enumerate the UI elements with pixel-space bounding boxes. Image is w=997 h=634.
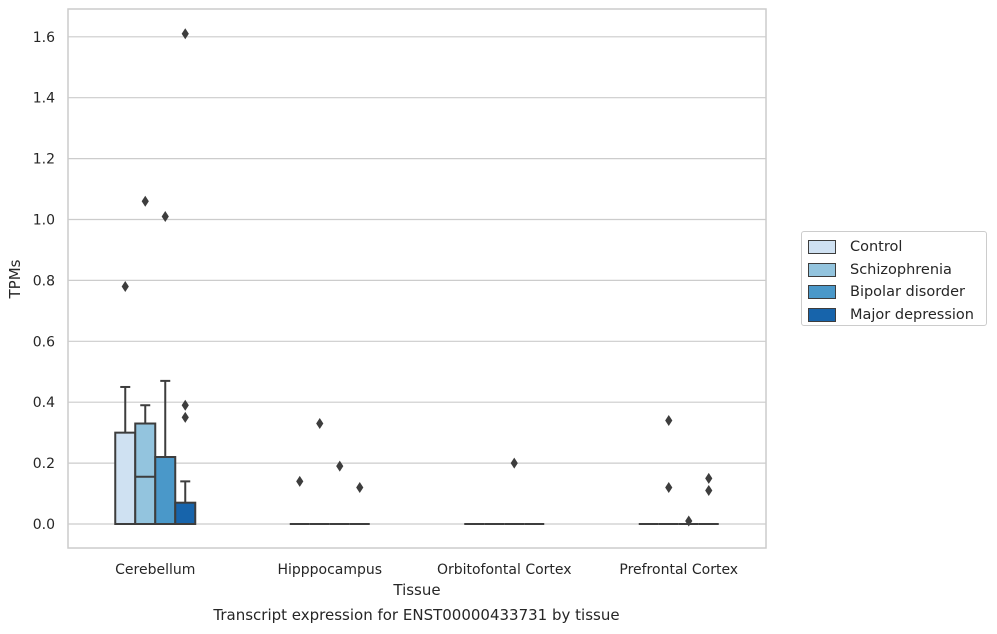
x-tick-label: Hipppocampus: [277, 562, 382, 578]
x-tick-label: Prefrontal Cortex: [619, 562, 738, 578]
outlier-point: [181, 411, 189, 423]
box-body: [154, 456, 177, 526]
box-schizophrenia: [134, 404, 157, 526]
outlier-point: [705, 485, 713, 497]
outlier-point: [141, 195, 149, 207]
plot-frame: [67, 8, 767, 549]
plot-border: [67, 8, 767, 549]
box-plots: [114, 379, 719, 526]
outlier-point: [665, 481, 673, 493]
outlier-point: [296, 475, 304, 487]
legend-swatch-control: [808, 240, 836, 255]
legend-item-schizophrenia: Schizophrenia: [808, 259, 980, 282]
outlier-point: [121, 280, 129, 292]
chart-caption: Transcript expression for ENST0000043373…: [213, 606, 620, 624]
y-axis-label: TPMs: [6, 259, 24, 299]
outlier-point: [161, 210, 169, 222]
x-tick-labels: Cerebellum Hipppocampus Orbitofontal Corte…: [115, 562, 738, 578]
box-body: [134, 422, 157, 526]
y-tick-label: 1.4: [33, 91, 55, 107]
outlier-point: [356, 481, 364, 493]
y-tick-label: 0.6: [33, 334, 55, 350]
legend-item-bipolar: Bipolar disorder: [808, 281, 980, 304]
box-body: [114, 431, 137, 525]
outlier-point: [181, 399, 189, 411]
grid-lines: [68, 36, 766, 525]
y-tick-label: 1.2: [33, 152, 55, 168]
outlier-point: [316, 418, 324, 430]
legend: Control Schizophrenia Bipolar disorder M…: [801, 231, 987, 326]
box-control: [114, 385, 137, 525]
legend-swatch-bipolar: [808, 285, 836, 300]
y-tick-label: 0.4: [33, 395, 55, 411]
outlier-point: [705, 472, 713, 484]
y-tick-labels: 0.0 0.2 0.4 0.6 0.8 1.0 1.2 1.4 1.6: [33, 30, 55, 533]
legend-swatch-depression: [808, 307, 836, 322]
outlier-point: [336, 460, 344, 472]
outlier-point: [510, 457, 518, 469]
box-major-depression: [174, 480, 197, 525]
x-tick-label: Cerebellum: [115, 562, 195, 578]
y-tick-label: 1.6: [33, 30, 55, 46]
y-tick-label: 0.8: [33, 273, 55, 289]
y-tick-label: 0.0: [33, 517, 55, 533]
x-tick-label: Orbitofontal Cortex: [437, 562, 572, 578]
legend-label-bipolar: Bipolar disorder: [850, 284, 965, 301]
legend-label-control: Control: [850, 239, 903, 256]
outlier-points: [121, 28, 713, 527]
legend-item-depression: Major depression: [808, 304, 980, 327]
x-axis-label: Tissue: [392, 581, 440, 599]
outlier-point: [685, 515, 693, 527]
y-tick-label: 1.0: [33, 213, 55, 229]
box-body: [174, 501, 197, 525]
legend-label-depression: Major depression: [850, 306, 974, 323]
y-tick-label: 0.2: [33, 456, 55, 472]
legend-label-schizophrenia: Schizophrenia: [850, 261, 952, 278]
outlier-point: [181, 28, 189, 40]
outlier-point: [665, 414, 673, 426]
box-bipolar-disorder: [154, 379, 177, 526]
legend-swatch-schizophrenia: [808, 262, 836, 277]
legend-item-control: Control: [808, 236, 980, 259]
